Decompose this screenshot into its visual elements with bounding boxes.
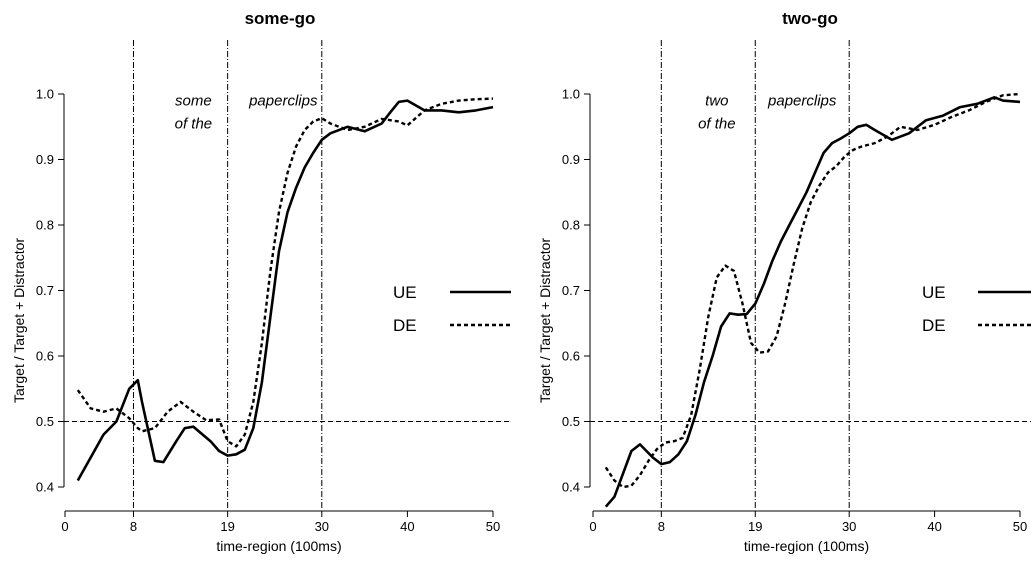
chart-panel-two-go: two-go 0.4 0.5 0.6 0.7 0.8 0.9 1.0 0 8 19 30 40 50 tim… <box>537 9 1031 554</box>
x-tick-label: 8 <box>130 519 137 534</box>
word-annotation: paperclips <box>767 93 837 110</box>
y-tick-label: 0.5 <box>36 414 54 429</box>
chart-title: some-go <box>245 9 316 28</box>
x-tick-label: 30 <box>842 519 856 534</box>
y-tick-label: 0.4 <box>36 480 54 495</box>
y-tick-label: 0.6 <box>562 349 580 364</box>
legend-label-UE: UE <box>393 283 417 302</box>
legend-label-UE: UE <box>922 283 946 302</box>
x-axis-label: time-region (100ms) <box>744 538 869 554</box>
series-line-UE <box>76 99 494 482</box>
x-tick-label: 0 <box>61 519 68 534</box>
x-tick-label: 50 <box>486 519 500 534</box>
x-tick-label: 40 <box>400 519 414 534</box>
x-tick-label: 19 <box>748 519 762 534</box>
y-tick-label: 0.8 <box>562 218 580 233</box>
series-line-DE <box>604 92 1021 489</box>
word-annotation: of the <box>175 115 213 132</box>
legend: UE DE <box>393 283 511 335</box>
x-tick-label: 40 <box>927 519 941 534</box>
x-tick-label: 50 <box>1013 519 1027 534</box>
x-tick-label: 8 <box>658 519 665 534</box>
y-axis-label: Target / Target + Distractor <box>11 238 27 403</box>
legend-label-DE: DE <box>922 316 946 335</box>
y-axis-label: Target / Target + Distractor <box>537 238 553 403</box>
x-tick-label: 19 <box>220 519 234 534</box>
word-annotation: two <box>705 93 728 110</box>
y-tick-label: 0.6 <box>36 349 54 364</box>
y-tick-label: 0.8 <box>36 218 54 233</box>
y-tick-label: 0.9 <box>36 152 54 167</box>
y-tick-label: 0.7 <box>36 283 54 298</box>
x-tick-label: 0 <box>589 519 596 534</box>
legend-label-DE: DE <box>393 316 417 335</box>
legend: UE DE <box>922 283 1031 335</box>
chart-panel-some-go: some-go 0.4 0.5 0.6 0.7 0.8 0.9 1.0 0 8 19 30 40 50 ti… <box>11 9 511 554</box>
y-tick-label: 0.9 <box>562 152 580 167</box>
y-tick-label: 0.5 <box>562 414 580 429</box>
word-annotation: some <box>175 93 212 110</box>
word-annotation: paperclips <box>248 93 318 110</box>
y-tick-label: 1.0 <box>562 87 580 102</box>
x-tick-label: 30 <box>315 519 329 534</box>
x-axis-label: time-region (100ms) <box>216 538 341 554</box>
y-tick-label: 0.4 <box>562 480 580 495</box>
y-tick-label: 0.7 <box>562 283 580 298</box>
series-line-UE <box>604 96 1021 508</box>
word-annotation: of the <box>698 115 736 132</box>
chart-title: two-go <box>782 9 838 28</box>
y-tick-label: 1.0 <box>36 87 54 102</box>
